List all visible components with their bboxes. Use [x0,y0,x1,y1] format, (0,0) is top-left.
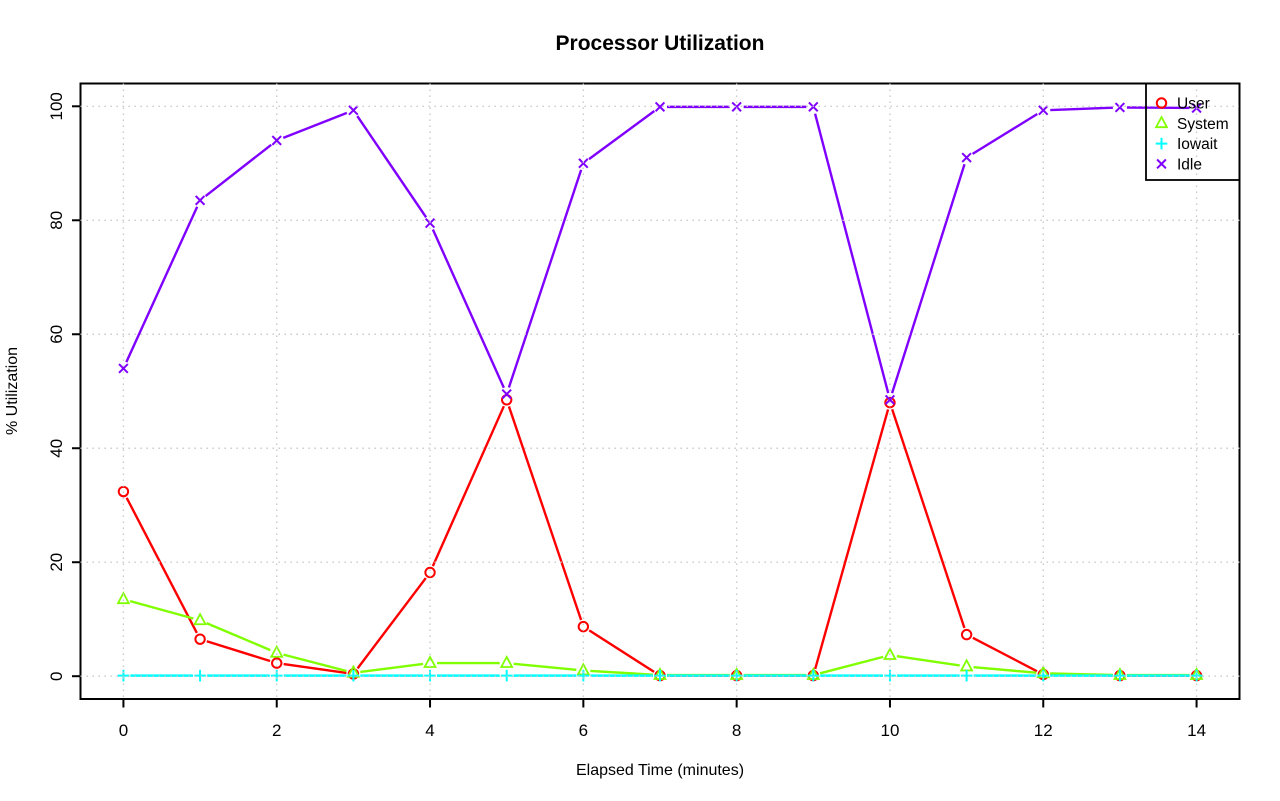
series-line-segment [1050,106,1113,112]
series-line-segment [588,629,655,673]
data-point-idle [1114,102,1126,113]
plot-border [79,82,1241,700]
y-tick-label: 100 [47,92,66,120]
chart-title: Processor Utilization [555,32,765,55]
series-line-segment [283,653,347,673]
series-line-segment [590,669,654,676]
data-point-system [883,647,897,660]
circle-marker-icon [1155,97,1168,109]
legend-item-idle: Idle [1156,156,1202,173]
series-line-segment [356,115,428,219]
data-point-user [577,620,590,633]
legend-label-system: System [1177,116,1229,133]
plus-marker-icon [1155,137,1168,150]
series-line-segment [891,408,966,629]
series-line-segment [513,662,577,672]
series-line-segment [588,110,656,161]
y-tick-label: 80 [47,211,66,230]
series-line-segment [819,655,884,675]
legend-box [1145,82,1241,181]
data-point-idle [501,388,512,400]
x-tick-label: 4 [425,721,434,740]
legend-label-idle: Idle [1177,156,1202,173]
legend-item-iowait: Iowait [1155,136,1218,153]
series-line-segment [360,662,424,674]
data-point-idle [654,101,666,112]
data-point-user [424,566,436,579]
data-point-idle [884,394,896,405]
data-point-idle [1038,105,1049,116]
data-point-system [499,654,514,668]
legend-label-user: User [1177,96,1210,113]
y-tick-label: 20 [47,553,66,572]
data-point-idle [731,101,742,112]
data-point-user [271,657,283,669]
series-line-segment [431,405,505,567]
series-line-segment [890,163,966,394]
x-marker-icon [1156,158,1167,170]
series-line-segment [283,662,347,675]
x-tick-label: 10 [880,721,899,740]
triangle-marker-icon [1154,115,1169,129]
legend: User System Iowait Idle [1145,82,1241,181]
data-point-user [960,628,973,641]
x-tick-label: 0 [119,721,128,740]
data-point-idle [578,158,589,169]
series-line-segment [206,621,271,652]
series-idle [118,101,1202,405]
data-point-user [194,633,206,645]
series-line-segment [282,111,348,140]
data-point-idle [424,218,436,229]
series-line-segment [507,406,583,621]
x-tick-label: 12 [1034,721,1053,740]
data-point-iowait [1114,669,1126,682]
y-tick-label: 40 [47,439,66,458]
series-line-segment [125,206,199,363]
x-tick-label: 8 [732,721,741,740]
series-line-segment [431,229,505,389]
series-line-segment [896,654,960,667]
data-point-iowait [194,669,206,682]
data-point-idle [194,195,206,206]
series-line-segment [507,169,583,388]
data-point-system [423,654,437,668]
legend-item-user: User [1155,96,1210,113]
legend-item-system: System [1154,115,1229,133]
data-point-user [884,396,896,409]
legend-label-iowait: Iowait [1177,136,1218,153]
series-line-segment [973,665,1037,674]
x-axis-label: Elapsed Time (minutes) [575,762,745,779]
series-user [117,394,1203,682]
series-line-segment [813,113,890,394]
series-line-segment [206,640,271,663]
series-line-segment [129,599,194,620]
axes: 0 2 4 6 8 10 12 14 0 20 40 60 80 100 [47,92,1206,740]
data-point-system [193,612,207,626]
series-line-segment [356,577,427,670]
series-line-segment [971,112,1038,155]
data-point-system [269,644,284,658]
x-tick-label: 2 [272,721,281,740]
data-point-idle [961,152,972,163]
series-line-segment [814,409,890,670]
x-tick-label: 6 [579,721,588,740]
series-line-segment [972,636,1038,673]
data-point-system [959,658,974,672]
data-point-idle [271,135,282,146]
series-line-segment [204,143,272,197]
y-tick-label: 60 [47,325,66,344]
y-tick-label: 0 [47,671,66,680]
data-point-system [116,591,131,605]
data-point-idle [118,363,129,374]
data-point-idle [348,105,359,116]
x-tick-label: 14 [1187,721,1206,740]
series-line-segment [125,497,198,634]
grid-lines [80,83,1240,699]
